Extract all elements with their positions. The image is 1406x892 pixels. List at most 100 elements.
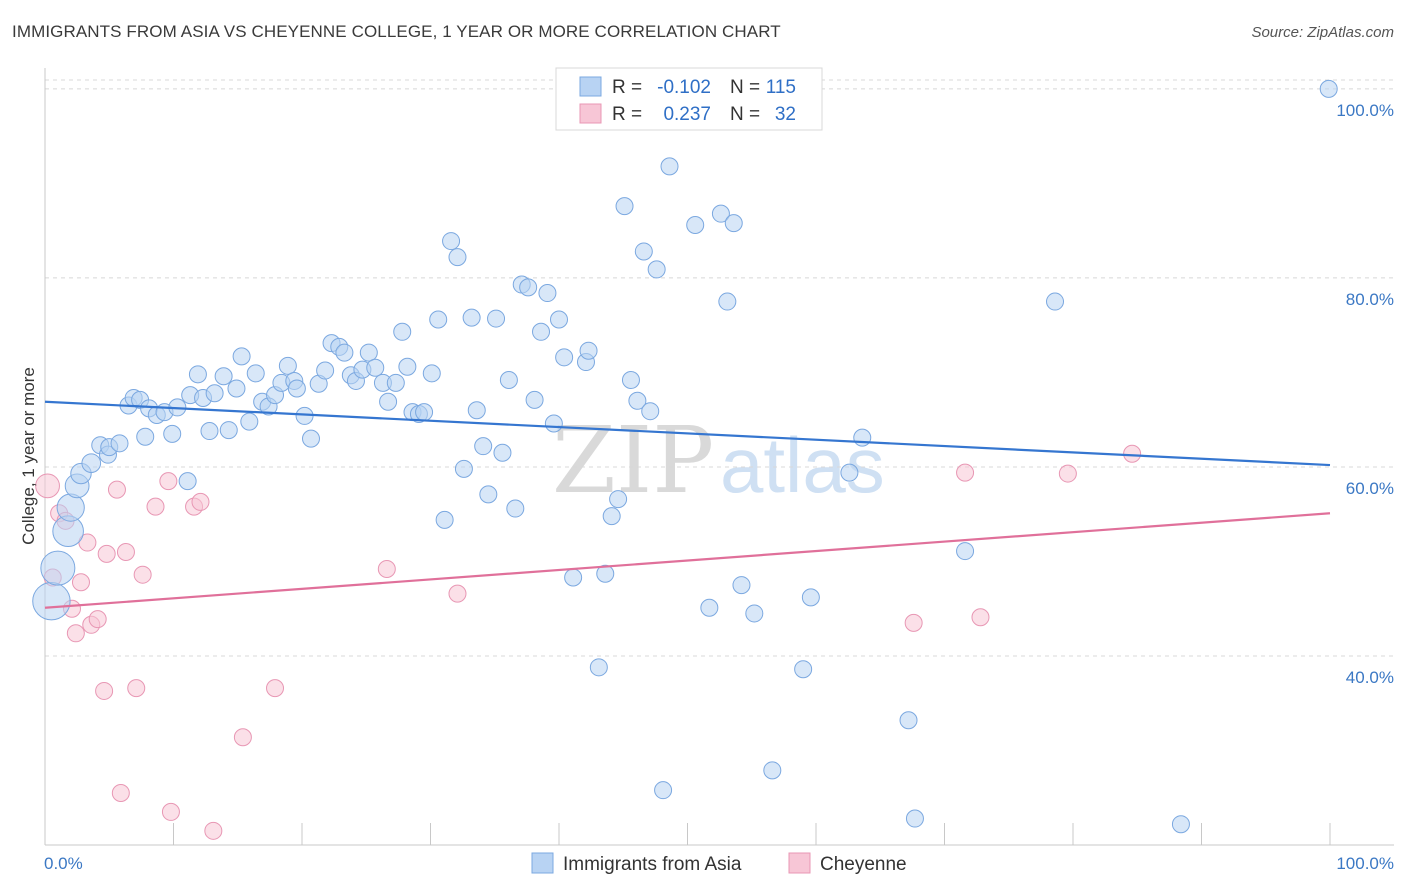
asia-point [386, 373, 405, 392]
asia-point [579, 341, 598, 360]
asia-point [1319, 79, 1338, 98]
asia-point [647, 260, 666, 279]
cheyenne-point [1058, 464, 1077, 483]
asia-point [634, 242, 653, 261]
asia-point [467, 401, 486, 420]
cheyenne-point [107, 480, 126, 499]
asia-point [200, 422, 219, 441]
asia-point [219, 421, 238, 440]
asia-point [479, 485, 498, 504]
asia-point [40, 550, 76, 586]
asia-point [81, 453, 102, 474]
cheyenne-point [448, 584, 467, 603]
asia-point [393, 322, 412, 341]
asia-point [359, 343, 378, 362]
asia-point [550, 310, 568, 329]
asia-point [745, 604, 764, 623]
asia-point [56, 493, 85, 522]
cheyenne-point [97, 544, 116, 563]
source-label: Source: ZipAtlas.com [1251, 24, 1394, 41]
series-legend: Immigrants from Asia Cheyenne [531, 852, 907, 875]
asia-point [525, 390, 544, 409]
asia-point [660, 157, 679, 176]
cheyenne-trend-line [44, 512, 1331, 609]
y-tick-label: 40.0% [1346, 668, 1394, 687]
bottom-legend-asia: Immigrants from Asia [563, 854, 742, 875]
asia-point [335, 343, 354, 362]
asia-point [214, 367, 233, 386]
asia-point [240, 412, 259, 431]
asia-point [454, 459, 473, 478]
correlation-legend: R = -0.102 N = 115 R = 0.237 N = 32 [555, 67, 823, 131]
cheyenne-point [133, 565, 152, 584]
asia-point [499, 371, 518, 389]
asia-point [178, 472, 197, 491]
asia-point [615, 197, 634, 216]
cheyenne-point [161, 802, 180, 821]
legend-n-value: 115 [766, 77, 796, 98]
asia-point [801, 588, 820, 607]
cheyenne-point [266, 679, 285, 698]
asia-point [519, 278, 538, 297]
legend-n-label: N = [730, 104, 760, 125]
asia-point [205, 384, 224, 403]
cheyenne-point [127, 679, 146, 698]
asia-trend-line [44, 400, 1331, 467]
asia-point [686, 216, 705, 234]
y-axis-label: College, 1 year or more [19, 367, 38, 545]
cheyenne-point [377, 560, 396, 579]
asia-point [379, 392, 398, 411]
asia-point [435, 510, 454, 529]
asia-point [398, 357, 417, 376]
x-tick-label-min: 0.0% [44, 854, 83, 873]
cheyenne-point [971, 608, 990, 627]
legend-swatch-asia [579, 76, 602, 97]
asia-point [899, 711, 918, 730]
asia-point [366, 358, 385, 377]
legend-r-label: R = [612, 104, 642, 125]
chart-title: IMMIGRANTS FROM ASIA VS CHEYENNE COLLEGE… [12, 22, 781, 41]
cheyenne-points [35, 444, 1142, 840]
asia-point [602, 507, 621, 526]
asia-point [621, 371, 640, 389]
asia-point [532, 322, 551, 341]
bottom-legend-swatch-cheyenne [788, 852, 811, 874]
asia-point [227, 379, 246, 398]
legend-r-label: R = [612, 77, 642, 98]
asia-point [732, 576, 751, 595]
asia-point [278, 356, 297, 375]
asia-point [287, 379, 306, 398]
asia-point [628, 391, 647, 410]
asia-point [538, 284, 557, 303]
asia-point [956, 542, 975, 561]
asia-point [493, 443, 512, 462]
asia-point [654, 781, 673, 800]
y-tick-label: 60.0% [1346, 479, 1394, 498]
asia-point [763, 761, 782, 780]
cheyenne-point [904, 613, 923, 632]
asia-point [609, 490, 628, 509]
asia-point [564, 568, 583, 587]
gridlines [45, 79, 1394, 657]
asia-point [700, 598, 719, 617]
cheyenne-point [146, 497, 165, 516]
asia-point [641, 402, 660, 421]
cheyenne-point [191, 492, 210, 511]
legend-n-label: N = [730, 77, 760, 98]
asia-point [840, 463, 859, 482]
asia-point [794, 660, 813, 679]
asia-point [415, 403, 434, 422]
asia-point [110, 434, 129, 453]
y-tick-label: 80.0% [1346, 290, 1394, 309]
asia-point [188, 365, 207, 384]
asia-point [853, 428, 872, 447]
axes [44, 68, 1394, 846]
cheyenne-point [111, 784, 130, 803]
x-tick-label-max: 100.0% [1336, 854, 1394, 873]
cheyenne-point [95, 681, 114, 700]
cheyenne-point [88, 610, 107, 629]
asia-point [506, 499, 525, 518]
asia-point [462, 308, 481, 327]
asia-point [301, 429, 320, 448]
